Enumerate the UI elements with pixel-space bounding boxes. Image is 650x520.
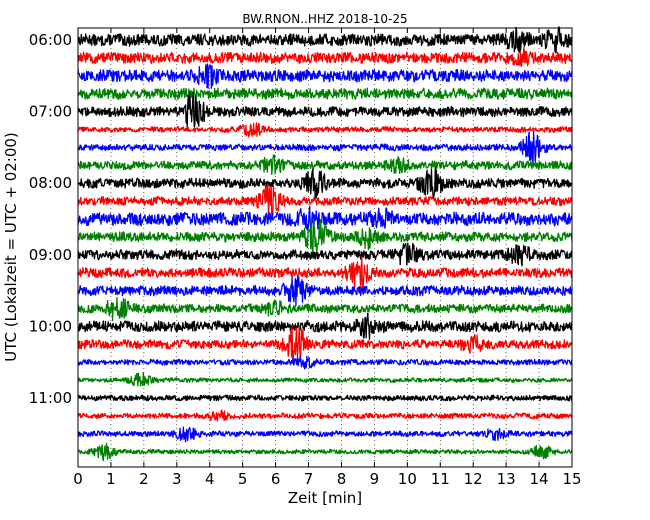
y-tick-label: 11:00 bbox=[29, 389, 72, 407]
x-tick-label: 4 bbox=[205, 470, 215, 488]
x-tick-label: 6 bbox=[271, 470, 281, 488]
x-tick-label: 15 bbox=[562, 470, 581, 488]
y-axis-ticks: 06:00 07:00 08:00 09:00 10:00 11:00 bbox=[29, 31, 572, 407]
y-tick-label: 09:00 bbox=[29, 246, 72, 264]
trace-line bbox=[77, 87, 573, 101]
x-axis-label: Zeit [min] bbox=[288, 489, 362, 507]
trace-line bbox=[77, 130, 573, 164]
trace-line bbox=[77, 154, 573, 175]
trace-group bbox=[77, 26, 573, 462]
x-tick-label: 12 bbox=[464, 470, 483, 488]
trace-line bbox=[77, 205, 573, 231]
x-tick-label: 7 bbox=[304, 470, 314, 488]
x-axis-ticks: 0 1 2 3 4 5 6 7 8 9 10 11 12 13 14 15 bbox=[73, 28, 582, 488]
trace-line bbox=[77, 371, 573, 387]
x-tick-label: 2 bbox=[139, 470, 149, 488]
x-tick-label: 14 bbox=[530, 470, 549, 488]
x-tick-label: 11 bbox=[431, 470, 450, 488]
trace-line bbox=[77, 394, 573, 402]
x-tick-label: 10 bbox=[398, 470, 417, 488]
y-tick-label: 07:00 bbox=[29, 103, 72, 121]
trace-line bbox=[77, 312, 573, 340]
trace-line bbox=[77, 183, 573, 219]
trace-line bbox=[77, 296, 573, 322]
trace-line bbox=[77, 218, 573, 256]
trace-line bbox=[77, 242, 573, 267]
x-tick-label: 1 bbox=[106, 470, 116, 488]
trace-line bbox=[77, 276, 573, 307]
y-tick-label: 08:00 bbox=[29, 174, 72, 192]
trace-line bbox=[77, 47, 573, 68]
trace-line bbox=[77, 409, 573, 422]
y-tick-label: 10:00 bbox=[29, 317, 72, 335]
plot-frame bbox=[77, 27, 573, 468]
trace-line bbox=[77, 122, 573, 138]
trace-line bbox=[77, 325, 573, 361]
x-tick-label: 9 bbox=[370, 470, 380, 488]
x-tick-label: 3 bbox=[172, 470, 182, 488]
x-tick-label: 13 bbox=[497, 470, 516, 488]
trace-line bbox=[77, 26, 573, 54]
trace-line bbox=[77, 355, 573, 370]
chart-title: BW.RNON..HHZ 2018-10-25 bbox=[242, 12, 407, 26]
y-tick-label: 06:00 bbox=[29, 31, 72, 49]
x-tick-label: 8 bbox=[337, 470, 347, 488]
trace-line bbox=[77, 91, 573, 128]
y-axis-label: UTC (Lokalzeit = UTC + 02:00) bbox=[2, 132, 20, 362]
trace-line bbox=[77, 256, 573, 292]
trace-line bbox=[77, 63, 573, 89]
trace-line bbox=[77, 166, 573, 200]
trace-line bbox=[77, 442, 573, 462]
trace-line bbox=[77, 426, 573, 443]
x-tick-label: 0 bbox=[73, 470, 83, 488]
x-tick-label: 5 bbox=[238, 470, 248, 488]
